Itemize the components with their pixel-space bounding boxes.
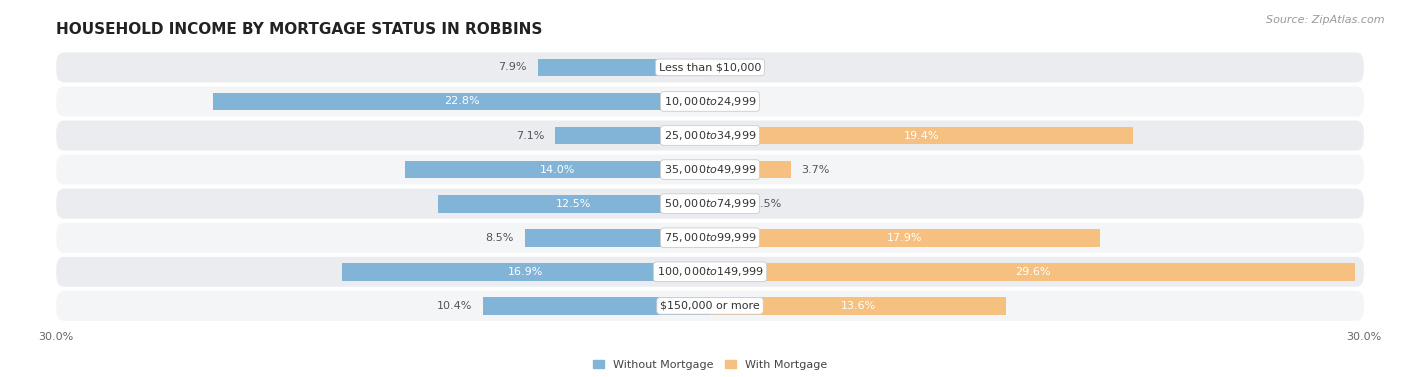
- Text: 22.8%: 22.8%: [444, 97, 479, 106]
- Text: 12.5%: 12.5%: [557, 199, 592, 208]
- Bar: [405, 161, 710, 178]
- Bar: [437, 195, 710, 213]
- Text: HOUSEHOLD INCOME BY MORTGAGE STATUS IN ROBBINS: HOUSEHOLD INCOME BY MORTGAGE STATUS IN R…: [56, 22, 543, 37]
- Text: $25,000 to $34,999: $25,000 to $34,999: [664, 129, 756, 142]
- Text: $150,000 or more: $150,000 or more: [661, 301, 759, 311]
- Text: $10,000 to $24,999: $10,000 to $24,999: [664, 95, 756, 108]
- Bar: [555, 127, 710, 144]
- FancyBboxPatch shape: [56, 52, 1364, 82]
- Bar: [538, 58, 710, 76]
- Legend: Without Mortgage, With Mortgage: Without Mortgage, With Mortgage: [589, 357, 831, 373]
- Text: 16.9%: 16.9%: [508, 267, 544, 277]
- FancyBboxPatch shape: [56, 121, 1364, 150]
- Bar: [710, 127, 1133, 144]
- Bar: [342, 263, 710, 280]
- Text: 14.0%: 14.0%: [540, 165, 575, 175]
- Text: 29.6%: 29.6%: [1015, 267, 1050, 277]
- Bar: [710, 195, 742, 213]
- Text: 7.9%: 7.9%: [499, 62, 527, 72]
- Bar: [710, 297, 1007, 315]
- Bar: [484, 297, 710, 315]
- Text: 8.5%: 8.5%: [485, 233, 515, 243]
- Text: $35,000 to $49,999: $35,000 to $49,999: [664, 163, 756, 176]
- Text: Less than $10,000: Less than $10,000: [659, 62, 761, 72]
- Bar: [214, 93, 710, 110]
- Text: Source: ZipAtlas.com: Source: ZipAtlas.com: [1267, 15, 1385, 25]
- Bar: [710, 263, 1355, 280]
- Bar: [524, 229, 710, 247]
- Text: 7.1%: 7.1%: [516, 130, 544, 141]
- FancyBboxPatch shape: [56, 188, 1364, 219]
- Text: $100,000 to $149,999: $100,000 to $149,999: [657, 265, 763, 278]
- Text: $75,000 to $99,999: $75,000 to $99,999: [664, 231, 756, 244]
- FancyBboxPatch shape: [56, 223, 1364, 253]
- Text: 13.6%: 13.6%: [841, 301, 876, 311]
- Bar: [710, 161, 790, 178]
- Text: 17.9%: 17.9%: [887, 233, 922, 243]
- FancyBboxPatch shape: [56, 257, 1364, 287]
- FancyBboxPatch shape: [56, 86, 1364, 116]
- Text: 19.4%: 19.4%: [904, 130, 939, 141]
- Text: $50,000 to $74,999: $50,000 to $74,999: [664, 197, 756, 210]
- FancyBboxPatch shape: [56, 291, 1364, 321]
- Bar: [710, 229, 1099, 247]
- Text: 1.5%: 1.5%: [754, 199, 782, 208]
- FancyBboxPatch shape: [56, 155, 1364, 185]
- Text: 3.7%: 3.7%: [801, 165, 830, 175]
- Text: 10.4%: 10.4%: [437, 301, 472, 311]
